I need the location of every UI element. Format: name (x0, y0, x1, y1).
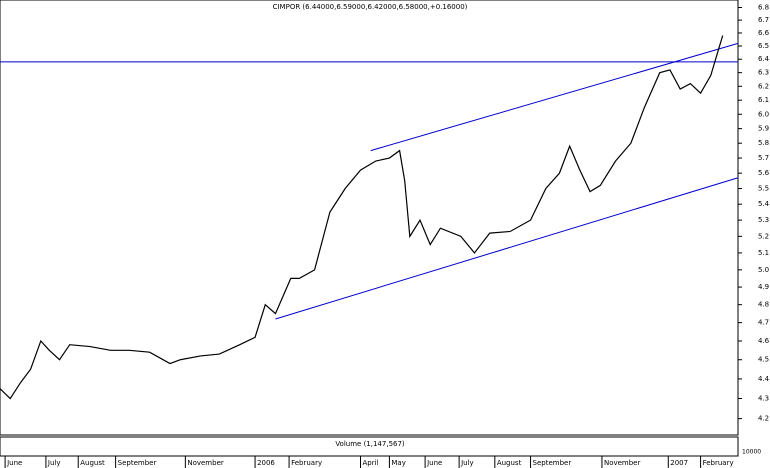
y-tick-label: 5.7 (758, 154, 769, 162)
volume-title: Volume (1,147,567) (335, 440, 405, 448)
x-tick-label: June (6, 459, 22, 467)
trend-line (275, 177, 739, 320)
y-tick-label: 6.7 (758, 16, 769, 24)
y-tick-label: 5.3 (758, 216, 769, 224)
x-tick-label: September (118, 459, 157, 467)
x-tick-label: June (426, 459, 442, 467)
x-tick-label: 2007 (670, 459, 688, 467)
y-tick-label: 5.1 (758, 249, 769, 257)
y-tick-label: 4.9 (758, 283, 769, 291)
x-tick-label: September (533, 459, 572, 467)
y-tick-label: 6.0 (758, 110, 769, 118)
y-tick-label: 5.4 (758, 200, 770, 208)
y-tick-label: 4.6 (758, 337, 770, 345)
y-tick-label: 6.2 (758, 82, 769, 90)
trend-line (370, 42, 739, 152)
y-tick-label: 5.2 (758, 232, 769, 240)
x-tick-label: November (604, 459, 641, 467)
y-tick-label: 4.3 (758, 395, 769, 403)
volume-tick-label: 10000 (742, 449, 761, 456)
price-line (0, 35, 724, 400)
x-tick-label: April (362, 459, 378, 467)
x-tick-label: August (497, 459, 522, 467)
y-tick-label: 6.1 (758, 96, 769, 104)
y-tick-label: 5.8 (758, 139, 769, 147)
y-tick-label: 6.6 (758, 29, 770, 37)
y-tick-label: 4.5 (758, 356, 769, 364)
x-tick-label: July (47, 459, 61, 467)
volume-panel (0, 436, 739, 457)
y-tick-label: 5.0 (758, 266, 769, 274)
x-tick-label: November (187, 459, 224, 467)
x-tick-label: May (391, 459, 405, 467)
y-tick-label: 4.8 (758, 301, 769, 309)
y-tick-label: 4.7 (758, 319, 769, 327)
x-tick-label: August (80, 459, 105, 467)
y-tick-label: 6.4 (758, 55, 770, 63)
y-tick-label: 4.4 (758, 375, 770, 383)
y-tick-label: 6.5 (758, 42, 769, 50)
x-tick-label: 2006 (257, 459, 275, 467)
y-tick-label: 4.2 (758, 415, 769, 423)
x-tick-label: July (460, 459, 474, 467)
y-tick-label: 5.5 (758, 185, 769, 193)
x-tick-label: February (703, 459, 734, 467)
y-tick-label: 5.6 (758, 169, 770, 177)
y-tick-label: 6.3 (758, 69, 769, 77)
price-panel (0, 0, 739, 436)
y-tick-label: 5.9 (758, 125, 769, 133)
y-tick-label: 6.8 (758, 3, 769, 11)
x-tick-label: February (291, 459, 322, 467)
chart-title: CIMPOR (6.44000,6.59000,6.42000,6.58000,… (273, 3, 468, 11)
